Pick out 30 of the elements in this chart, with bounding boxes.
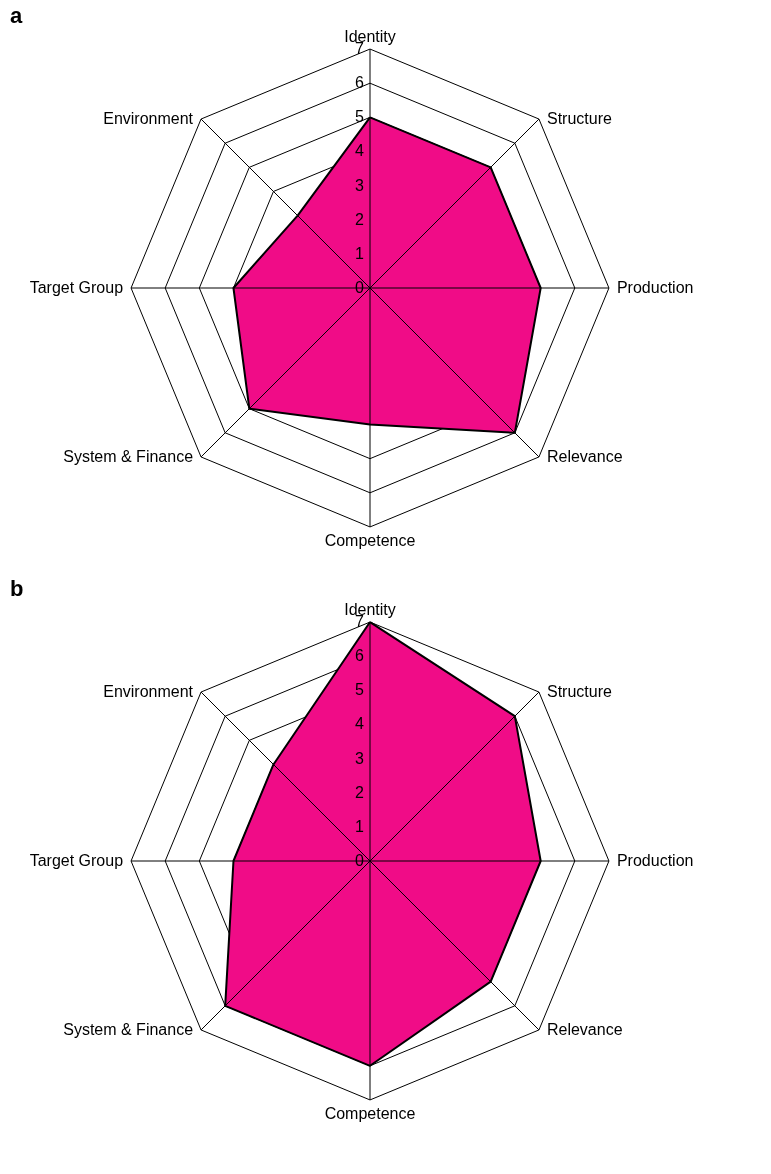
spoke-label: Target Group — [29, 279, 124, 296]
chart-title: a — [10, 3, 23, 28]
y-tick-label: 3 — [355, 749, 365, 767]
y-tick-label: 0 — [355, 852, 365, 869]
spoke-label: Competence — [324, 1104, 416, 1122]
spoke-label: System & Finance — [63, 1020, 194, 1038]
spoke-label: System & Finance — [63, 447, 194, 465]
y-tick-label: 2 — [355, 210, 365, 228]
spoke-label: Production — [616, 279, 694, 296]
y-tick-label: 3 — [355, 176, 365, 194]
y-tick-label: 4 — [355, 142, 365, 160]
spoke-label: Relevance — [546, 1020, 623, 1038]
y-tick-label: 6 — [355, 74, 365, 92]
spoke-label: Environment — [103, 683, 194, 701]
spoke-label: Environment — [103, 110, 194, 128]
spoke-label: Production — [616, 852, 694, 869]
spoke-label: Target Group — [29, 852, 124, 869]
y-tick-label: 5 — [355, 108, 365, 126]
spoke-label: Relevance — [546, 447, 623, 465]
y-tick-label: 4 — [355, 715, 365, 733]
y-tick-label: 1 — [355, 817, 365, 835]
spoke-label: Competence — [324, 531, 416, 549]
chart-title: b — [10, 576, 24, 601]
y-tick-label: 5 — [355, 681, 365, 699]
y-tick-label: 1 — [355, 244, 365, 262]
y-tick-label: 2 — [355, 783, 365, 801]
spoke-label: Structure — [546, 683, 612, 701]
y-tick-label: 0 — [355, 279, 365, 296]
y-tick-label: 6 — [355, 647, 365, 665]
spoke-label: Structure — [546, 110, 612, 128]
